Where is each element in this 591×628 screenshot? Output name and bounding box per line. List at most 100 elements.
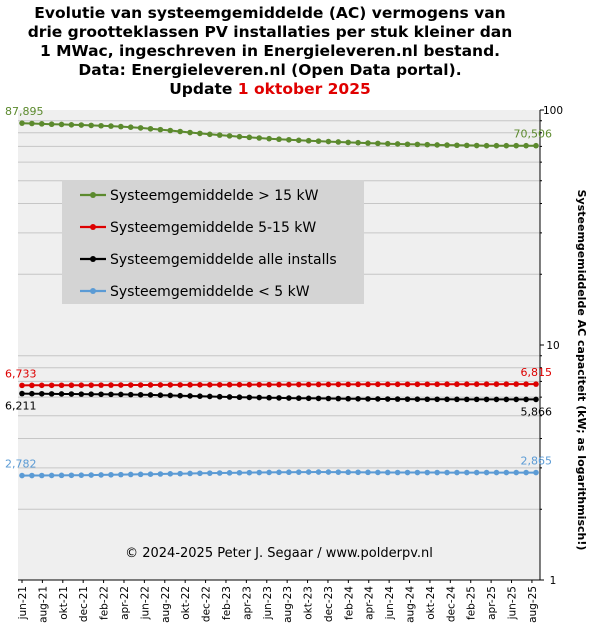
- data-point-large: [118, 123, 124, 130]
- legend-label-small: Systeemgemiddelde < 5 kW: [110, 284, 310, 300]
- x-tick-label: feb-25: [466, 586, 478, 620]
- data-point-all: [118, 391, 124, 398]
- data-point-all: [137, 391, 144, 398]
- data-point-large: [88, 122, 94, 129]
- data-point-large: [19, 120, 25, 126]
- data-point-mid: [187, 382, 193, 388]
- data-point-all: [305, 395, 312, 402]
- data-point-large: [127, 124, 134, 130]
- data-point-large: [187, 129, 193, 136]
- data-point-mid: [207, 381, 213, 388]
- data-point-all: [375, 396, 381, 402]
- series: [19, 120, 539, 479]
- data-point-all: [523, 396, 529, 403]
- data-point-small: [38, 472, 45, 479]
- data-point-mid: [78, 382, 85, 388]
- data-point-small: [187, 470, 193, 477]
- data-point-all: [187, 393, 193, 399]
- legend-swatch-marker-small: [90, 288, 96, 294]
- data-point-all: [335, 395, 342, 402]
- x-tick-label: dec-21: [78, 586, 90, 622]
- data-point-mid: [315, 381, 322, 388]
- data-point-all: [464, 396, 470, 403]
- data-point-mid: [246, 381, 253, 388]
- data-point-mid: [503, 381, 510, 387]
- data-point-large: [177, 128, 183, 135]
- copyright-text: © 2024-2025 Peter J. Segaar / www.polder…: [125, 546, 433, 561]
- data-point-large: [384, 140, 391, 147]
- data-point-all: [266, 394, 272, 401]
- data-point-small: [108, 471, 114, 478]
- data-point-mid: [58, 382, 65, 389]
- first-value-label-mid: 6,733: [5, 367, 37, 380]
- data-point-large: [503, 142, 510, 149]
- axes: 1 10 100 Systeemgemiddelde AC capaciteit (k…: [17, 105, 588, 623]
- data-point-large: [197, 130, 203, 137]
- data-point-large: [236, 133, 243, 140]
- data-point-mid: [216, 381, 223, 388]
- data-point-mid: [177, 382, 183, 388]
- data-point-small: [68, 472, 75, 479]
- data-point-mid: [375, 381, 381, 388]
- data-point-small: [19, 472, 25, 479]
- x-tick-label: apr-25: [486, 586, 498, 620]
- data-point-all: [246, 394, 253, 401]
- data-point-small: [523, 469, 529, 476]
- data-point-all: [98, 391, 104, 398]
- data-point-mid: [404, 381, 411, 388]
- data-point-large: [404, 141, 411, 148]
- data-point-small: [375, 469, 381, 476]
- data-point-all: [276, 395, 282, 401]
- data-point-mid: [473, 381, 480, 387]
- data-point-mid: [464, 381, 470, 387]
- data-point-all: [424, 396, 431, 403]
- data-point-small: [384, 469, 391, 476]
- x-tick-label: apr-23: [241, 586, 253, 620]
- data-point-all: [295, 395, 302, 401]
- data-point-large: [533, 142, 539, 149]
- data-point-small: [127, 471, 134, 478]
- x-tick-label: okt-23: [303, 586, 315, 620]
- data-point-all: [315, 395, 322, 402]
- legend-swatch-marker-mid: [90, 224, 96, 230]
- x-tick-label: apr-22: [119, 586, 131, 620]
- data-point-mid: [127, 382, 134, 388]
- data-point-mid: [137, 382, 144, 388]
- data-point-small: [29, 472, 35, 479]
- data-point-small: [48, 472, 55, 479]
- legend-label-all: Systeemgemiddelde alle installs: [110, 252, 337, 268]
- data-point-large: [464, 142, 470, 149]
- data-point-mid: [365, 381, 371, 388]
- x-tick-label: aug-21: [37, 586, 49, 623]
- data-point-mid: [414, 381, 421, 388]
- data-point-all: [177, 392, 183, 399]
- data-point-mid: [197, 382, 203, 388]
- data-point-mid: [483, 381, 490, 387]
- last-value-label-large: 70,506: [514, 128, 553, 141]
- data-point-all: [493, 396, 500, 403]
- first-value-label-large: 87,895: [5, 105, 44, 118]
- data-point-small: [226, 470, 233, 476]
- x-tick-label: dec-22: [201, 586, 213, 622]
- data-point-all: [533, 396, 539, 403]
- y-tick-label: 10: [546, 340, 559, 352]
- data-point-mid: [523, 381, 529, 387]
- x-tick-label: jun-24: [384, 586, 396, 621]
- data-point-mid: [434, 381, 440, 388]
- data-point-small: [295, 469, 302, 475]
- x-tick-label: apr-24: [364, 586, 376, 620]
- data-labels: 87,895 70,506 6,733 6,815 6,211 5,866 2,782 2,8…: [5, 105, 552, 470]
- data-point-small: [513, 469, 520, 476]
- data-point-small: [197, 470, 203, 477]
- data-point-large: [286, 136, 292, 143]
- data-point-all: [78, 391, 85, 397]
- data-point-small: [246, 469, 253, 476]
- x-tick-label: dec-24: [445, 586, 457, 622]
- data-point-small: [88, 472, 94, 478]
- x-tick-label: feb-23: [221, 586, 233, 620]
- data-point-small: [444, 469, 450, 476]
- last-value-label-small: 2,865: [521, 455, 553, 468]
- data-point-mid: [226, 381, 233, 388]
- data-point-all: [157, 392, 164, 398]
- data-point-all: [434, 396, 440, 403]
